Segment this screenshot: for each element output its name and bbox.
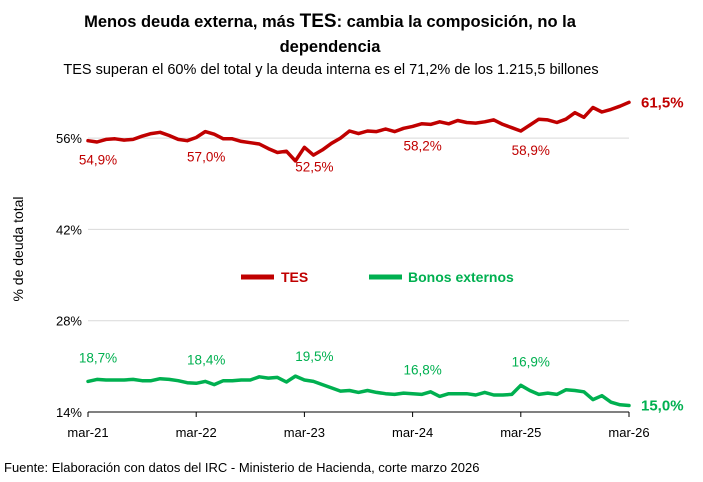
y-tick-label: 28% (56, 314, 82, 329)
y-tick-labels: 14% 28% 42% 56% (56, 131, 82, 420)
chart-title-part2: : cambia la composición, no la (337, 13, 577, 31)
x-tick-label: mar-23 (284, 425, 325, 440)
chart-subtitle: TES superan el 60% del total y la deuda … (63, 62, 598, 78)
chart-title-line2: dependencia (280, 38, 382, 56)
x-tick-labels: mar-21 mar-22 mar-23 mar-24 mar-25 mar-26 (67, 412, 650, 440)
data-label: 58,9% (512, 143, 550, 158)
chart-title-highlight: TES (300, 11, 337, 32)
y-axis-title: % de deuda total (10, 196, 26, 301)
data-label: 52,5% (295, 159, 333, 174)
source-note: Fuente: Elaboración con datos del IRC - … (4, 460, 479, 475)
data-label: 58,2% (403, 138, 441, 153)
x-tick-label: mar-22 (176, 425, 217, 440)
series-line-tes (86, 100, 631, 163)
data-label: 16,8% (403, 363, 441, 378)
legend-label-bonos: Bonos externos (408, 269, 514, 285)
series-line-bonos (86, 374, 631, 408)
end-label: 15,0% (641, 397, 684, 414)
x-tick-label: mar-24 (392, 425, 433, 440)
data-label: 19,5% (295, 349, 333, 364)
data-label: 54,9% (79, 153, 117, 168)
data-annotations: 54,9% 57,0% 52,5% 58,2% 58,9% 18,7% 18,4% 19,5%… (79, 94, 684, 414)
data-label: 57,0% (187, 149, 225, 164)
legend-label-tes: TES (281, 269, 308, 285)
y-tick-label: 14% (56, 405, 82, 420)
gridlines (88, 137, 629, 322)
x-tick-label: mar-25 (500, 425, 541, 440)
series-lines (86, 100, 631, 408)
legend: TES Bonos externos (241, 269, 514, 285)
x-tick-label: mar-26 (608, 425, 649, 440)
data-label: 16,9% (512, 354, 550, 369)
end-label: 61,5% (641, 94, 684, 111)
data-label: 18,4% (187, 352, 225, 367)
chart-title: Menos deuda externa, más TES: cambia la … (84, 11, 577, 32)
y-tick-label: 42% (56, 222, 82, 237)
y-tick-label: 56% (56, 131, 82, 146)
data-label: 18,7% (79, 350, 117, 365)
chart-title-part1: Menos deuda externa, más (84, 13, 300, 31)
x-tick-label: mar-21 (67, 425, 108, 440)
